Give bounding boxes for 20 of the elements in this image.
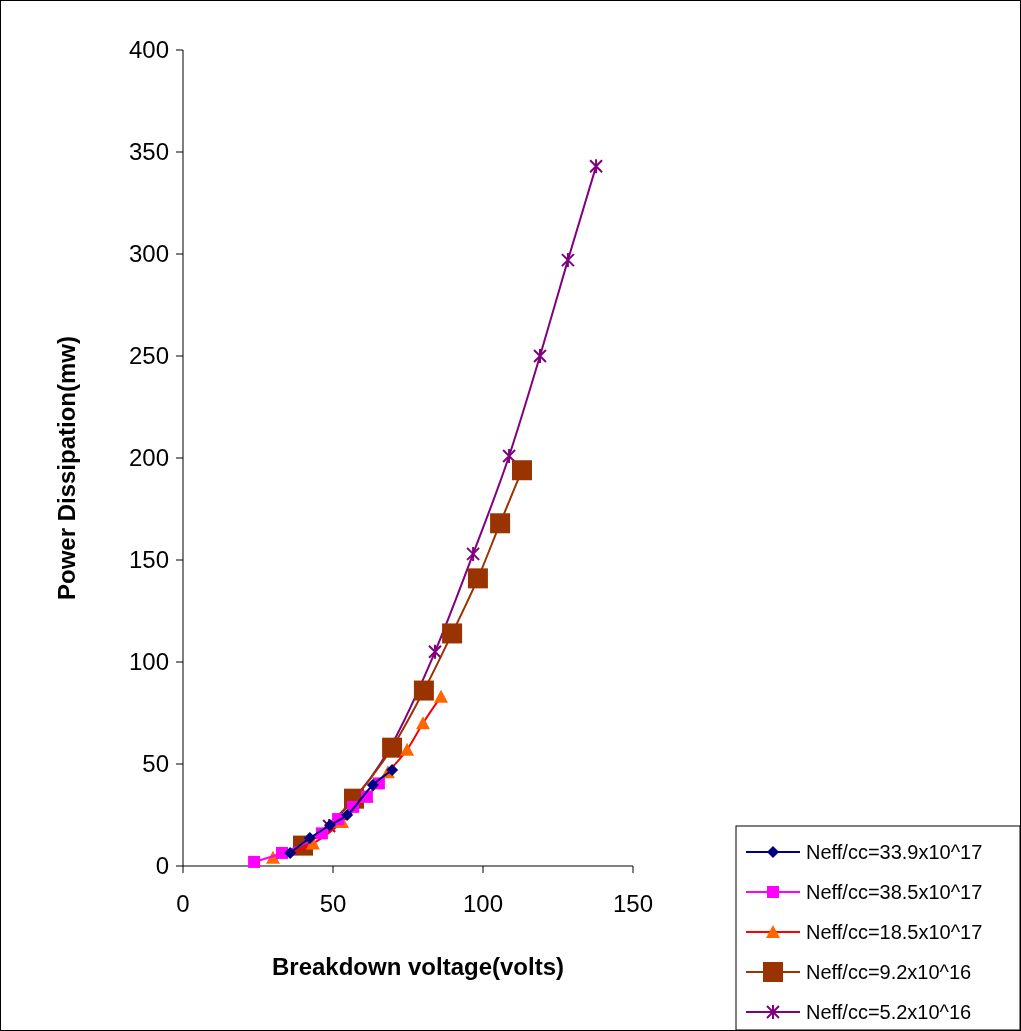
x-tick-label: 100 bbox=[462, 890, 504, 917]
x-axis-title: Breakdown voltage(volts) bbox=[271, 953, 565, 980]
y-tick-label: 50 bbox=[142, 750, 169, 778]
y-tick-label: 0 bbox=[155, 852, 169, 880]
y-tick-label: 250 bbox=[128, 342, 169, 370]
x-tick-label: 150 bbox=[612, 890, 654, 917]
y-tick-label: 400 bbox=[128, 36, 169, 64]
x-tick-label: 50 bbox=[319, 890, 347, 917]
legend-label: Neff/cc=38.5x10^17 bbox=[806, 881, 983, 903]
y-tick-label: 200 bbox=[128, 444, 169, 472]
x-tick-label: 0 bbox=[176, 890, 190, 917]
legend-label: Neff/cc=9.2x10^16 bbox=[806, 961, 972, 983]
y-tick-label: 350 bbox=[128, 138, 169, 166]
y-tick-label: 300 bbox=[128, 240, 169, 268]
legend-label: Neff/cc=5.2x10^16 bbox=[806, 1001, 972, 1023]
legend-label: Neff/cc=18.5x10^17 bbox=[806, 921, 983, 943]
y-axis-title: Power Dissipation(mw) bbox=[53, 335, 80, 601]
legend-label: Neff/cc=33.9x10^17 bbox=[806, 841, 983, 863]
y-tick-label: 100 bbox=[128, 648, 169, 676]
y-tick-label: 150 bbox=[128, 546, 169, 574]
